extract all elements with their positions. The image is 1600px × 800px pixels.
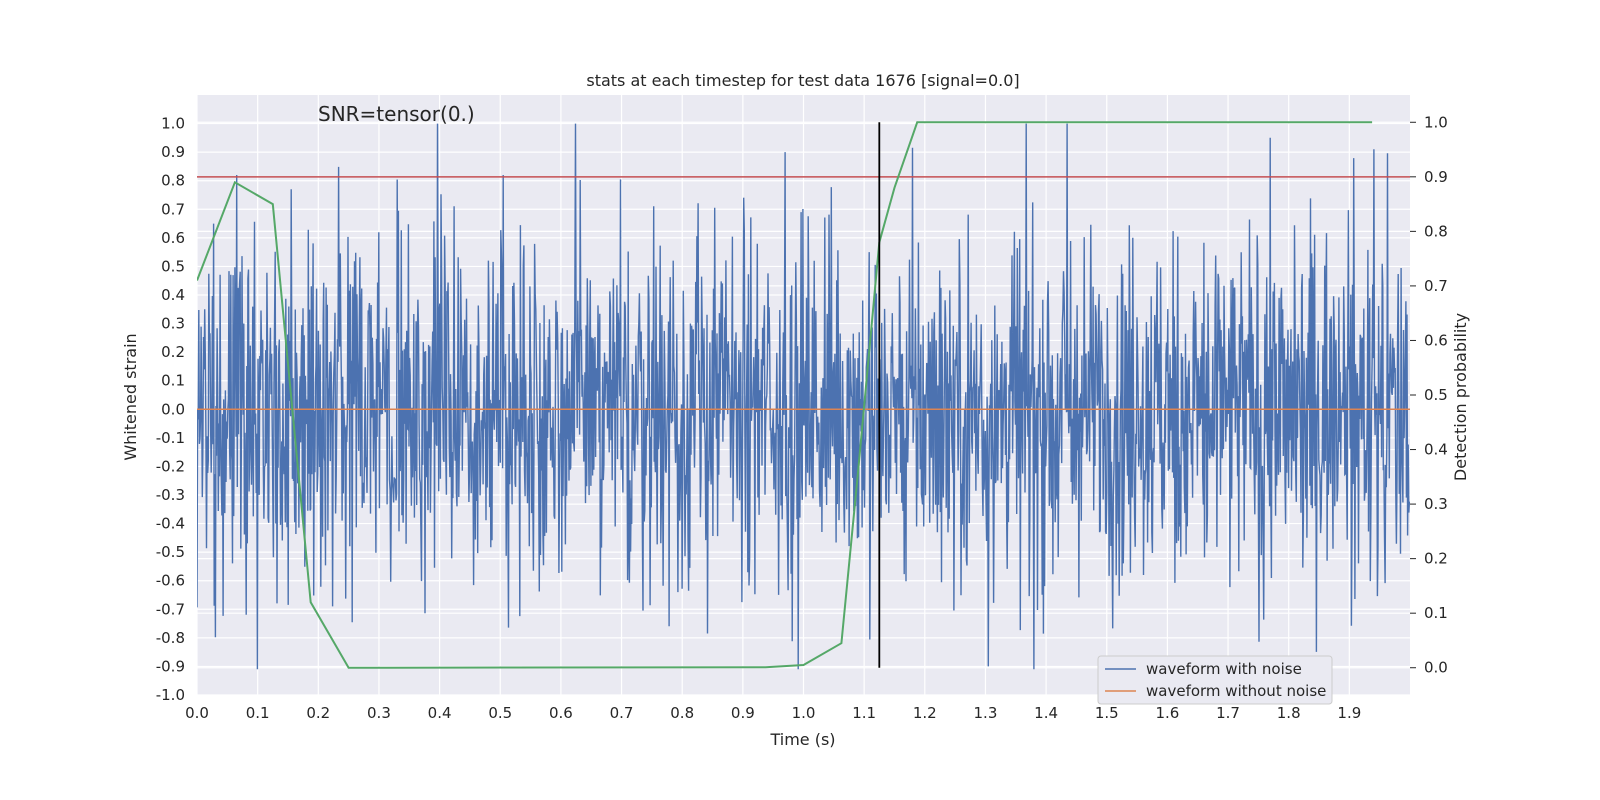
x-tick-label: 1.8 [1277,704,1301,722]
y2-tick-label: 0.0 [1424,659,1448,677]
x-tick-label: 0.0 [185,704,209,722]
x-tick-label: 0.5 [488,704,512,722]
y2-tick-label: 0.7 [1424,277,1448,295]
y-tick-label: 0.1 [161,372,185,390]
y-tick-label: -1.0 [156,686,185,704]
y-tick-label: -0.2 [156,457,185,475]
y-tick-label: -0.7 [156,600,185,618]
y-tick-label: 0.2 [161,343,185,361]
chart-title: stats at each timestep for test data 167… [586,71,1019,90]
snr-annotation: SNR=tensor(0.) [318,102,475,126]
x-tick-label: 0.2 [306,704,330,722]
x-tick-label: 1.5 [1095,704,1119,722]
y-tick-label: -0.4 [156,515,185,533]
y2-tick-label: 0.3 [1424,495,1448,513]
x-axis-label: Time (s) [769,730,835,749]
y-tick-label: 1.0 [161,115,185,133]
x-tick-label: 0.6 [549,704,573,722]
legend: waveform with noise waveform without noi… [1097,655,1333,705]
x-tick-label: 1.9 [1337,704,1361,722]
y-tick-label: -0.8 [156,629,185,647]
y2-axis-label: Detection probability [1451,313,1470,481]
y2-tick-label: 0.5 [1424,386,1448,404]
x-tick-label: 1.6 [1155,704,1179,722]
y-tick-label: 0.5 [161,257,185,275]
y2-tick-label: 0.9 [1424,168,1448,186]
y2-tick-label: 1.0 [1424,113,1448,131]
x-tick-label: 1.0 [792,704,816,722]
x-tick-label: 0.7 [610,704,634,722]
y2-tick-label: 0.2 [1424,550,1448,568]
y-tick-label: 0.4 [161,286,185,304]
x-tick-label: 1.2 [913,704,937,722]
y-tick-label: 0.7 [161,200,185,218]
x-tick-label: 1.7 [1216,704,1240,722]
y-tick-label: -0.5 [156,543,185,561]
y-tick-label: 0.9 [161,143,185,161]
y2-axis-ticks: 1.0 0.9 0.8 0.7 0.6 0.5 0.4 0.3 0.2 0.1 0.0 [1410,113,1448,677]
x-tick-label: 0.8 [670,704,694,722]
x-tick-label: 0.1 [246,704,270,722]
x-tick-label: 0.9 [731,704,755,722]
y-tick-label: 0.3 [161,315,185,333]
series-layer [197,121,1410,670]
y2-tick-label: 0.6 [1424,331,1448,349]
y-axis-ticks: 1.0 0.9 0.8 0.7 0.6 0.5 0.4 0.3 0.2 0.1 0.0 -0.1 -0.… [156,115,185,704]
x-tick-label: 1.3 [974,704,998,722]
x-axis-ticks: 0.0 0.1 0.2 0.3 0.4 0.5 0.6 0.7 0.8 0.9 1.0 1.1 1.2 1… [185,704,1361,722]
x-tick-label: 0.3 [367,704,391,722]
x-tick-label: 0.4 [428,704,452,722]
y-axis-label: Whitened strain [121,333,140,460]
x-tick-label: 1.4 [1034,704,1058,722]
y2-tick-label: 0.1 [1424,604,1448,622]
y-tick-label: 0.8 [161,172,185,190]
y-tick-label: 0.0 [161,400,185,418]
y-tick-label: 0.6 [161,229,185,247]
legend-label-noise: waveform with noise [1146,660,1302,678]
legend-label-no-noise: waveform without noise [1146,682,1326,700]
y2-tick-label: 0.8 [1424,222,1448,240]
y-tick-label: -0.3 [156,486,185,504]
series-waveform-with-noise [197,123,1410,670]
y-tick-label: -0.6 [156,572,185,590]
legend-box [1097,655,1333,705]
y-tick-label: -0.9 [156,657,185,675]
y-tick-label: -0.1 [156,429,185,447]
y2-tick-label: 0.4 [1424,441,1448,459]
x-tick-label: 1.1 [852,704,876,722]
